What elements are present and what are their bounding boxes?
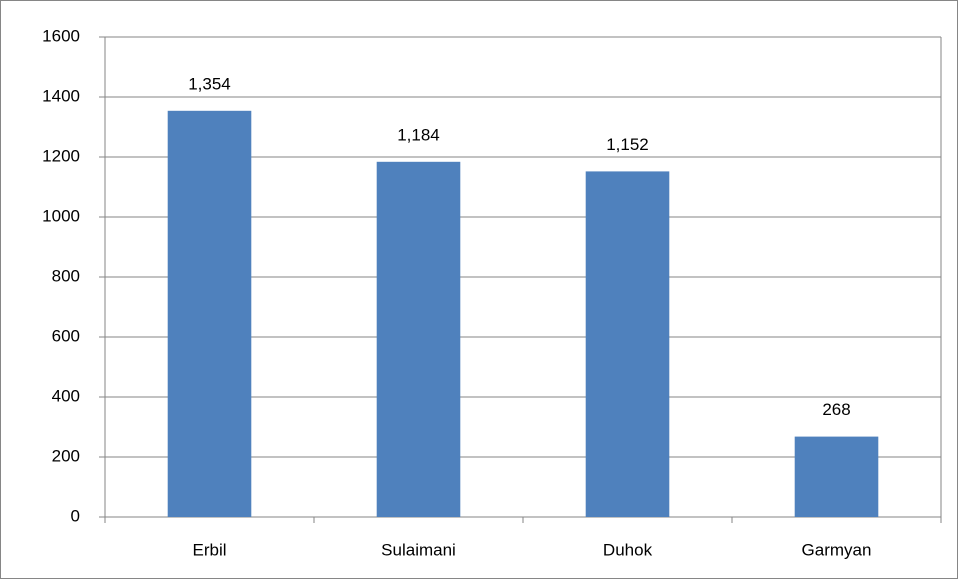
data-label: 268 (822, 400, 850, 419)
data-label: 1,354 (188, 74, 231, 93)
y-tick-label: 200 (52, 446, 80, 465)
data-label: 1,184 (397, 125, 440, 144)
bar (794, 436, 879, 517)
bar (167, 110, 252, 518)
x-tick-label: Sulaimani (381, 540, 456, 559)
y-tick-label: 0 (71, 506, 80, 525)
x-tick-label: Duhok (603, 540, 653, 559)
y-tick-label: 1400 (42, 86, 80, 105)
y-tick-label: 1000 (42, 206, 80, 225)
y-tick-label: 600 (52, 326, 80, 345)
x-tick-label: Garmyan (802, 540, 872, 559)
x-tick-label: Erbil (192, 540, 226, 559)
y-tick-label: 400 (52, 386, 80, 405)
y-tick-label: 1600 (42, 26, 80, 45)
bar (376, 161, 461, 518)
data-label: 1,152 (606, 135, 649, 154)
bar (585, 171, 670, 517)
y-tick-label: 1200 (42, 146, 80, 165)
y-tick-label: 800 (52, 266, 80, 285)
